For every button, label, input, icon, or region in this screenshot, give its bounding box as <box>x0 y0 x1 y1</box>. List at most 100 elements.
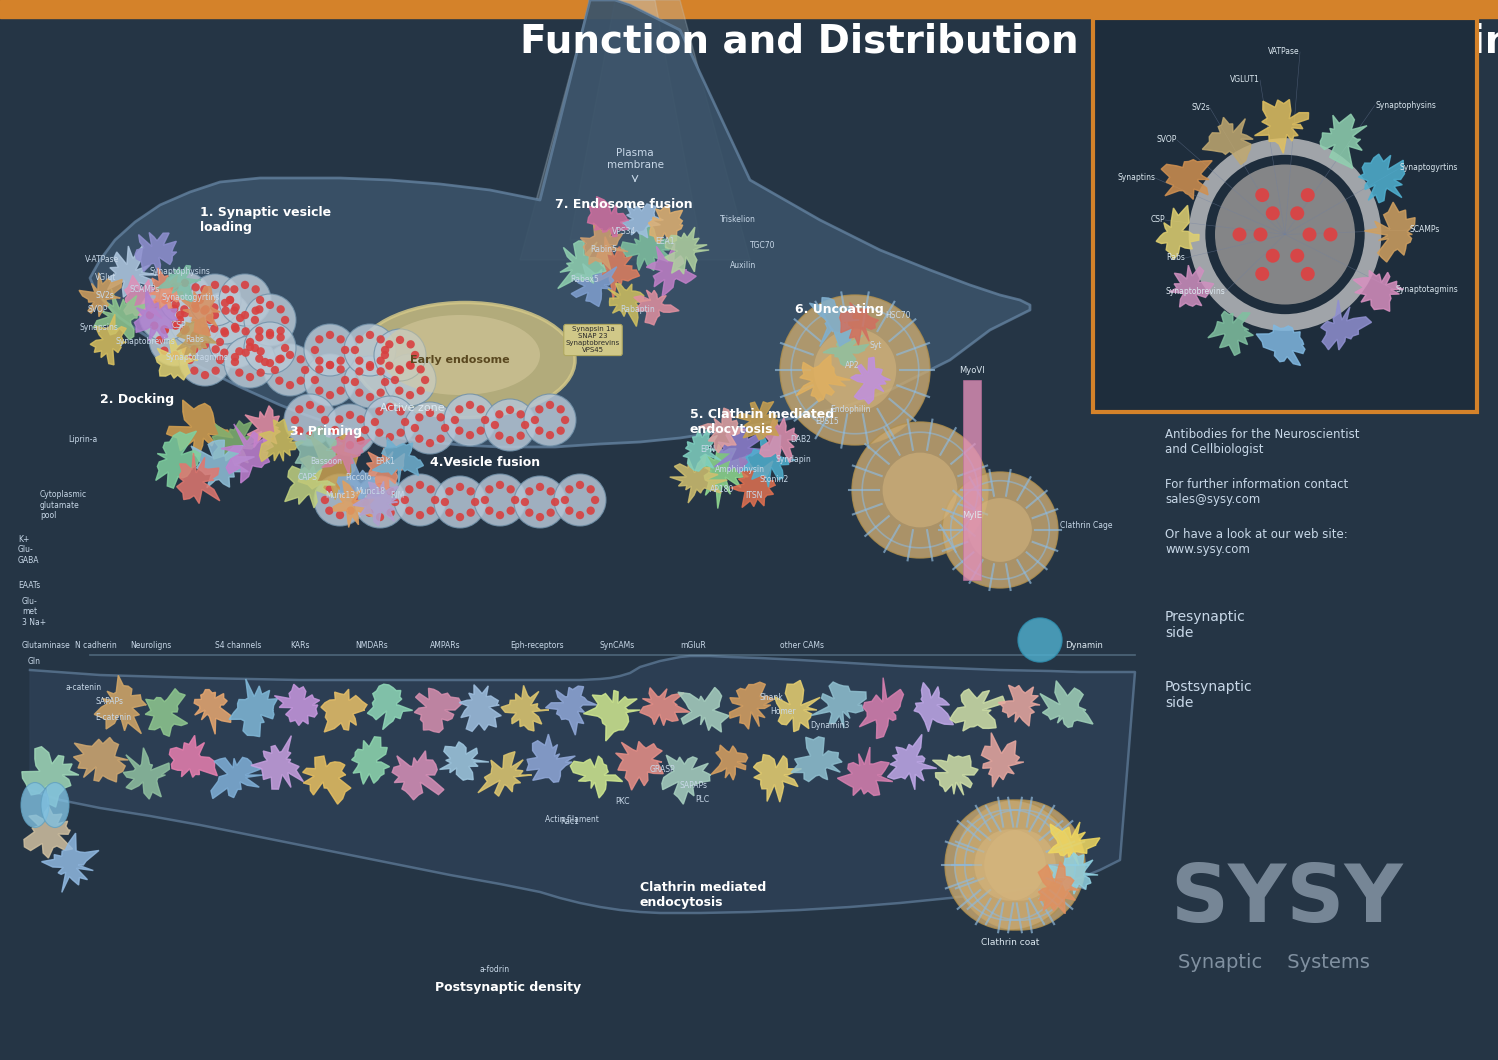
Circle shape <box>210 316 261 368</box>
Text: SV2s: SV2s <box>1191 104 1210 112</box>
Ellipse shape <box>40 782 69 828</box>
Circle shape <box>587 485 595 494</box>
Text: VGlut: VGlut <box>94 273 117 283</box>
Circle shape <box>1233 228 1246 242</box>
Circle shape <box>325 507 334 515</box>
Circle shape <box>244 322 297 374</box>
Circle shape <box>321 416 330 424</box>
Circle shape <box>366 488 373 495</box>
Circle shape <box>1266 207 1279 220</box>
Circle shape <box>186 356 195 365</box>
Circle shape <box>466 431 475 439</box>
Polygon shape <box>192 440 255 488</box>
Circle shape <box>466 401 475 409</box>
Circle shape <box>139 289 192 341</box>
Circle shape <box>327 391 334 400</box>
Polygon shape <box>822 323 869 366</box>
Polygon shape <box>520 0 750 260</box>
Polygon shape <box>715 427 770 473</box>
Text: S4 channels: S4 channels <box>216 640 261 650</box>
Polygon shape <box>571 756 623 798</box>
Circle shape <box>416 387 425 394</box>
Text: E-catenin: E-catenin <box>94 713 132 723</box>
Circle shape <box>535 426 544 435</box>
Circle shape <box>226 296 234 304</box>
Circle shape <box>264 344 316 396</box>
Text: VGLUT1: VGLUT1 <box>1230 75 1260 85</box>
Circle shape <box>337 335 345 343</box>
Circle shape <box>256 369 265 376</box>
Circle shape <box>241 311 249 319</box>
Circle shape <box>210 303 219 312</box>
Bar <box>963 379 981 580</box>
Circle shape <box>351 496 360 505</box>
Circle shape <box>156 336 165 344</box>
Circle shape <box>1254 228 1267 242</box>
Text: Postsynaptic density: Postsynaptic density <box>434 982 581 994</box>
Circle shape <box>315 356 324 365</box>
Polygon shape <box>649 205 683 244</box>
Circle shape <box>246 338 255 347</box>
Circle shape <box>211 281 219 289</box>
Polygon shape <box>851 357 890 404</box>
Circle shape <box>336 481 345 489</box>
Polygon shape <box>124 276 162 318</box>
Circle shape <box>496 431 503 440</box>
Circle shape <box>220 349 229 357</box>
Circle shape <box>425 439 434 447</box>
Circle shape <box>443 394 496 446</box>
Circle shape <box>201 371 210 379</box>
Text: Plasma
membrane: Plasma membrane <box>607 148 664 170</box>
Polygon shape <box>683 424 721 472</box>
Polygon shape <box>679 687 730 732</box>
Text: Early endosome: Early endosome <box>410 355 509 365</box>
Polygon shape <box>180 286 220 336</box>
Circle shape <box>536 482 544 491</box>
Polygon shape <box>222 424 273 483</box>
Circle shape <box>231 353 240 361</box>
Text: Stonin2: Stonin2 <box>759 476 789 484</box>
Circle shape <box>545 431 554 439</box>
Circle shape <box>231 306 238 315</box>
Polygon shape <box>1254 100 1309 154</box>
Circle shape <box>202 326 210 335</box>
Polygon shape <box>595 236 640 300</box>
Circle shape <box>241 349 250 357</box>
Text: VATPase: VATPase <box>1269 48 1300 56</box>
Circle shape <box>554 474 607 526</box>
Circle shape <box>310 376 319 384</box>
Circle shape <box>325 485 334 494</box>
Circle shape <box>235 369 244 376</box>
Polygon shape <box>439 742 488 780</box>
Polygon shape <box>587 196 629 236</box>
Circle shape <box>391 498 400 507</box>
Circle shape <box>286 381 294 389</box>
Circle shape <box>216 338 225 347</box>
Polygon shape <box>622 223 670 270</box>
Circle shape <box>1300 267 1315 281</box>
Circle shape <box>397 407 404 416</box>
Polygon shape <box>646 243 697 297</box>
Circle shape <box>440 498 449 507</box>
Polygon shape <box>135 290 178 341</box>
Text: EPN: EPN <box>700 445 715 455</box>
Polygon shape <box>166 400 234 457</box>
Circle shape <box>506 436 514 444</box>
Circle shape <box>984 829 1056 901</box>
Circle shape <box>380 351 389 359</box>
Text: Munc18: Munc18 <box>355 488 385 496</box>
Text: Synaptogyrtins: Synaptogyrtins <box>1401 163 1459 173</box>
Text: Rabaptin: Rabaptin <box>620 305 655 315</box>
Text: SCAMPs: SCAMPs <box>130 285 160 295</box>
Circle shape <box>406 391 413 400</box>
Ellipse shape <box>380 315 539 395</box>
Circle shape <box>485 507 493 515</box>
Polygon shape <box>213 421 262 465</box>
Circle shape <box>220 299 229 307</box>
Circle shape <box>250 343 259 352</box>
Polygon shape <box>887 735 936 790</box>
Circle shape <box>395 336 404 344</box>
Circle shape <box>395 387 403 394</box>
Text: a-fodrin: a-fodrin <box>479 966 511 974</box>
Polygon shape <box>367 448 404 494</box>
